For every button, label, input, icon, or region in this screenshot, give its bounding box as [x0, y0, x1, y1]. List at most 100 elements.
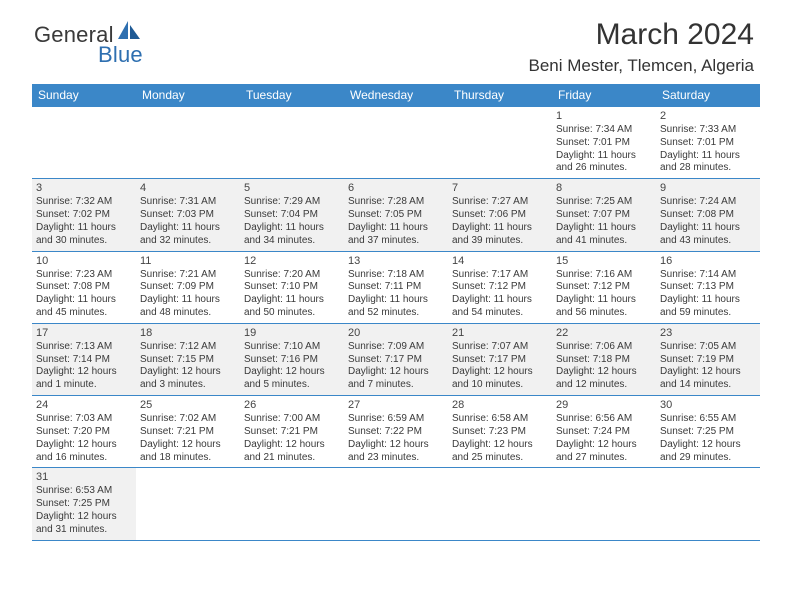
day-number: 6	[348, 181, 444, 195]
daylight-line-2: and 56 minutes.	[556, 307, 652, 320]
sunset-line: Sunset: 7:04 PM	[244, 209, 340, 222]
day-cell: 28Sunrise: 6:58 AMSunset: 7:23 PMDayligh…	[448, 396, 552, 467]
empty-cell	[552, 468, 656, 539]
day-number: 22	[556, 326, 652, 340]
day-cell: 30Sunrise: 6:55 AMSunset: 7:25 PMDayligh…	[656, 396, 760, 467]
sunset-line: Sunset: 7:18 PM	[556, 354, 652, 367]
daylight-line-2: and 48 minutes.	[140, 307, 236, 320]
week-row: 1Sunrise: 7:34 AMSunset: 7:01 PMDaylight…	[32, 107, 760, 179]
sunset-line: Sunset: 7:23 PM	[452, 426, 548, 439]
daylight-line-2: and 52 minutes.	[348, 307, 444, 320]
day-cell: 9Sunrise: 7:24 AMSunset: 7:08 PMDaylight…	[656, 179, 760, 250]
daylight-line-2: and 23 minutes.	[348, 452, 444, 465]
daylight-line-1: Daylight: 12 hours	[348, 366, 444, 379]
day-number: 24	[36, 398, 132, 412]
daylight-line-1: Daylight: 11 hours	[660, 150, 756, 163]
empty-cell	[240, 468, 344, 539]
sunset-line: Sunset: 7:10 PM	[244, 281, 340, 294]
daylight-line-2: and 5 minutes.	[244, 379, 340, 392]
sunrise-line: Sunrise: 6:55 AM	[660, 413, 756, 426]
dow-cell: Sunday	[32, 84, 136, 107]
day-cell: 1Sunrise: 7:34 AMSunset: 7:01 PMDaylight…	[552, 107, 656, 178]
sunrise-line: Sunrise: 7:16 AM	[556, 269, 652, 282]
sunrise-line: Sunrise: 6:58 AM	[452, 413, 548, 426]
sunrise-line: Sunrise: 7:20 AM	[244, 269, 340, 282]
dow-cell: Wednesday	[344, 84, 448, 107]
sunrise-line: Sunrise: 6:53 AM	[36, 485, 132, 498]
daylight-line-1: Daylight: 11 hours	[244, 294, 340, 307]
header: General Blue March 2024 Beni Mester, Tle…	[0, 0, 792, 78]
week-row: 31Sunrise: 6:53 AMSunset: 7:25 PMDayligh…	[32, 468, 760, 540]
day-number: 27	[348, 398, 444, 412]
sunrise-line: Sunrise: 6:59 AM	[348, 413, 444, 426]
daylight-line-2: and 12 minutes.	[556, 379, 652, 392]
day-number: 26	[244, 398, 340, 412]
day-cell: 27Sunrise: 6:59 AMSunset: 7:22 PMDayligh…	[344, 396, 448, 467]
sunset-line: Sunset: 7:05 PM	[348, 209, 444, 222]
daylight-line-1: Daylight: 11 hours	[556, 294, 652, 307]
day-cell: 12Sunrise: 7:20 AMSunset: 7:10 PMDayligh…	[240, 252, 344, 323]
daylight-line-2: and 10 minutes.	[452, 379, 548, 392]
day-number: 8	[556, 181, 652, 195]
daylight-line-1: Daylight: 12 hours	[244, 439, 340, 452]
empty-cell	[344, 107, 448, 178]
day-cell: 13Sunrise: 7:18 AMSunset: 7:11 PMDayligh…	[344, 252, 448, 323]
day-number: 7	[452, 181, 548, 195]
day-number: 3	[36, 181, 132, 195]
sunrise-line: Sunrise: 7:13 AM	[36, 341, 132, 354]
daylight-line-1: Daylight: 12 hours	[660, 439, 756, 452]
day-number: 4	[140, 181, 236, 195]
daylight-line-1: Daylight: 12 hours	[452, 439, 548, 452]
daylight-line-1: Daylight: 12 hours	[556, 366, 652, 379]
empty-cell	[656, 468, 760, 539]
daylight-line-2: and 29 minutes.	[660, 452, 756, 465]
daylight-line-1: Daylight: 11 hours	[348, 222, 444, 235]
day-cell: 21Sunrise: 7:07 AMSunset: 7:17 PMDayligh…	[448, 324, 552, 395]
sunrise-line: Sunrise: 7:05 AM	[660, 341, 756, 354]
daylight-line-1: Daylight: 11 hours	[36, 294, 132, 307]
daylight-line-1: Daylight: 11 hours	[36, 222, 132, 235]
sunset-line: Sunset: 7:20 PM	[36, 426, 132, 439]
day-cell: 19Sunrise: 7:10 AMSunset: 7:16 PMDayligh…	[240, 324, 344, 395]
dow-cell: Saturday	[656, 84, 760, 107]
daylight-line-1: Daylight: 11 hours	[660, 294, 756, 307]
sunset-line: Sunset: 7:01 PM	[660, 137, 756, 150]
sunset-line: Sunset: 7:24 PM	[556, 426, 652, 439]
daylight-line-1: Daylight: 12 hours	[348, 439, 444, 452]
daylight-line-2: and 39 minutes.	[452, 235, 548, 248]
day-number: 16	[660, 254, 756, 268]
weeks-container: 1Sunrise: 7:34 AMSunset: 7:01 PMDaylight…	[32, 107, 760, 541]
daylight-line-2: and 59 minutes.	[660, 307, 756, 320]
day-number: 13	[348, 254, 444, 268]
sunset-line: Sunset: 7:14 PM	[36, 354, 132, 367]
daylight-line-2: and 14 minutes.	[660, 379, 756, 392]
daylight-line-2: and 16 minutes.	[36, 452, 132, 465]
week-row: 10Sunrise: 7:23 AMSunset: 7:08 PMDayligh…	[32, 252, 760, 324]
days-of-week-row: SundayMondayTuesdayWednesdayThursdayFrid…	[32, 84, 760, 107]
day-number: 28	[452, 398, 548, 412]
day-number: 17	[36, 326, 132, 340]
day-cell: 10Sunrise: 7:23 AMSunset: 7:08 PMDayligh…	[32, 252, 136, 323]
daylight-line-2: and 50 minutes.	[244, 307, 340, 320]
week-row: 17Sunrise: 7:13 AMSunset: 7:14 PMDayligh…	[32, 324, 760, 396]
day-cell: 29Sunrise: 6:56 AMSunset: 7:24 PMDayligh…	[552, 396, 656, 467]
day-cell: 8Sunrise: 7:25 AMSunset: 7:07 PMDaylight…	[552, 179, 656, 250]
sunrise-line: Sunrise: 7:34 AM	[556, 124, 652, 137]
sunrise-line: Sunrise: 7:29 AM	[244, 196, 340, 209]
daylight-line-1: Daylight: 12 hours	[140, 439, 236, 452]
daylight-line-2: and 3 minutes.	[140, 379, 236, 392]
day-cell: 16Sunrise: 7:14 AMSunset: 7:13 PMDayligh…	[656, 252, 760, 323]
sunset-line: Sunset: 7:01 PM	[556, 137, 652, 150]
sunset-line: Sunset: 7:13 PM	[660, 281, 756, 294]
calendar: SundayMondayTuesdayWednesdayThursdayFrid…	[32, 84, 760, 541]
sunset-line: Sunset: 7:21 PM	[140, 426, 236, 439]
sunset-line: Sunset: 7:12 PM	[452, 281, 548, 294]
sunset-line: Sunset: 7:17 PM	[348, 354, 444, 367]
sunrise-line: Sunrise: 7:28 AM	[348, 196, 444, 209]
daylight-line-1: Daylight: 11 hours	[452, 294, 548, 307]
daylight-line-1: Daylight: 12 hours	[452, 366, 548, 379]
daylight-line-1: Daylight: 12 hours	[36, 366, 132, 379]
sunrise-line: Sunrise: 7:24 AM	[660, 196, 756, 209]
daylight-line-2: and 25 minutes.	[452, 452, 548, 465]
daylight-line-1: Daylight: 11 hours	[452, 222, 548, 235]
